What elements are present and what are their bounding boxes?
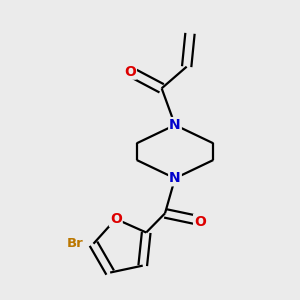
Text: O: O: [194, 215, 206, 229]
Text: N: N: [169, 118, 181, 132]
Text: O: O: [124, 65, 136, 79]
Text: Br: Br: [67, 237, 83, 250]
Text: O: O: [110, 212, 122, 226]
Text: N: N: [169, 171, 181, 185]
